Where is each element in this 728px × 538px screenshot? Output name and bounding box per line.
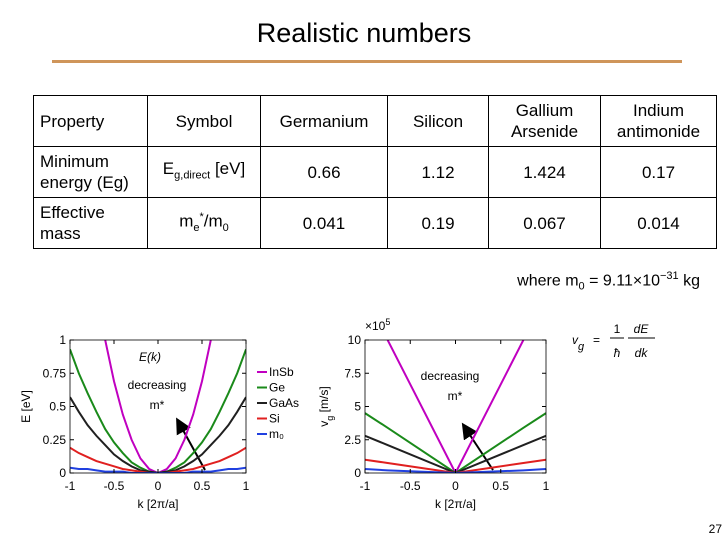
arrow (176, 417, 206, 471)
annotation: decreasing (128, 378, 187, 392)
arrow (461, 422, 494, 471)
table-row: Effective mass me*/m0 0.041 0.19 0.067 0.014 (33, 197, 717, 249)
title-rule (52, 60, 682, 63)
text-part: 5 (385, 317, 390, 327)
page-number: 27 (708, 522, 722, 536)
y-tick-label: 7.5 (344, 366, 361, 380)
text-part: 0 (222, 222, 229, 235)
x-axis-label: k [2π/a] (138, 497, 179, 511)
formula-den: ħ (614, 346, 621, 360)
series-line (70, 466, 246, 473)
text-part: g,direct (174, 169, 211, 182)
text-part: g (578, 341, 585, 353)
text-part: ×10 (365, 319, 386, 333)
x-tick-label: -0.5 (400, 479, 421, 493)
formula-eq: = (593, 333, 600, 347)
y-tick-label: 10 (348, 333, 362, 347)
legend-label: Si (269, 412, 280, 426)
x-tick-label: 0.5 (194, 479, 211, 493)
text-part: [m/s] (317, 386, 331, 415)
y-multiplier: ×105 (365, 317, 390, 333)
y-tick-label: 0 (354, 466, 361, 480)
text-part: e (193, 222, 200, 235)
text-part: v (572, 333, 579, 347)
table-cell: 0.041 (260, 197, 388, 249)
y-tick-label: 1 (59, 333, 66, 347)
x-tick-label: 0 (452, 479, 459, 493)
x-tick-label: -0.5 (104, 479, 125, 493)
y-tick-label: 0 (59, 466, 66, 480)
legend-label: InSb (269, 365, 294, 379)
formula-num: 1 (614, 322, 621, 336)
series-line (365, 458, 546, 473)
legend-label: GaAs (269, 396, 299, 410)
text-part: * (199, 210, 204, 223)
formula-lhs: vg (572, 333, 585, 353)
symbol-cell: me*/m0 (147, 197, 261, 249)
y-tick-label: 0.75 (43, 366, 67, 380)
y-axis-label: E [eV] (19, 390, 33, 423)
symbol-cell: Eg,direct [eV] (147, 146, 261, 198)
x-tick-label: -1 (360, 479, 371, 493)
y-tick-label: 0.25 (43, 433, 67, 447)
table-cell: 0.17 (600, 146, 717, 198)
text-part: 0 (578, 280, 585, 293)
annotation: m* (150, 398, 165, 412)
text-part: −31 (659, 270, 679, 282)
text-part: [eV] (210, 158, 246, 178)
series-line (365, 412, 546, 473)
y-tick-label: 5 (354, 400, 361, 414)
header-cell: Germanium (260, 95, 388, 147)
header-cell: Indium antimonide (600, 95, 717, 147)
y-axis-label: vg [m/s] (317, 386, 335, 426)
text-part: E (162, 158, 175, 178)
table-cell: 0.19 (387, 197, 489, 249)
legend-label: Ge (269, 381, 285, 395)
series-line (104, 340, 212, 473)
x-tick-label: 1 (243, 479, 250, 493)
formula-num: dE (634, 322, 650, 336)
table-row: Minimum energy (Eg) Eg,direct [eV] 0.66 1.1… (33, 146, 717, 198)
series-line (365, 434, 546, 473)
formula-den: dk (635, 346, 649, 360)
table-cell: Effective mass (33, 197, 148, 249)
annotation: m* (448, 389, 463, 403)
slide-title: Realistic numbers (256, 18, 472, 48)
table-cell: 0.66 (260, 146, 388, 198)
annotation: decreasing (421, 369, 480, 383)
annotation: E(k) (139, 350, 161, 364)
plot-frame (364, 339, 547, 474)
y-tick-label: 2.5 (344, 433, 361, 447)
x-tick-label: 1 (543, 479, 550, 493)
mass-note: where m0 = 9.11×10−31 kg (517, 270, 700, 293)
series-line (365, 468, 546, 473)
text-part: where m (517, 272, 579, 290)
text-part: = 9.11×10 (584, 272, 660, 290)
series-line (70, 446, 246, 473)
x-axis-label: k [2π/a] (435, 497, 476, 511)
series-line (386, 340, 525, 473)
text-part: g (325, 416, 335, 421)
text-part: kg (678, 272, 700, 290)
table-cell: 0.014 (600, 197, 717, 249)
series-line (70, 348, 246, 473)
x-tick-label: 0.5 (492, 479, 509, 493)
header-cell: Gallium Arsenide (488, 95, 601, 147)
header-row: Property Symbol Germanium Silicon Gallium Ar… (33, 95, 717, 147)
table-cell: 0.067 (488, 197, 601, 249)
header-cell: Property (33, 95, 148, 147)
text-part: m (179, 211, 194, 231)
text-part: /m (203, 211, 223, 231)
x-tick-label: -1 (65, 479, 76, 493)
text-part: v (317, 421, 331, 427)
table-cell: Minimum energy (Eg) (33, 146, 148, 198)
x-tick-label: 0 (155, 479, 162, 493)
y-tick-label: 0.5 (49, 400, 66, 414)
legend-label: m₀ (269, 427, 284, 441)
property-table: Property Symbol Germanium Silicon Gallium Ar… (33, 95, 717, 249)
series-line (70, 396, 246, 473)
